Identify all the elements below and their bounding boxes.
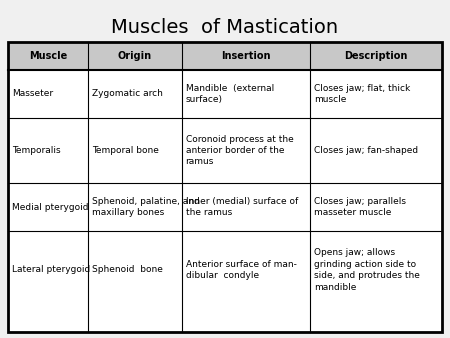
Text: Coronoid process at the
anterior border of the
ramus: Coronoid process at the anterior border … <box>185 135 293 166</box>
Text: Zygomatic arch: Zygomatic arch <box>92 90 163 98</box>
Text: Temporal bone: Temporal bone <box>92 146 159 155</box>
Text: Muscle: Muscle <box>29 51 67 61</box>
Text: Lateral pterygoid: Lateral pterygoid <box>12 266 90 274</box>
Text: Opens jaw; allows
grinding action side to
side, and protrudes the
mandible: Opens jaw; allows grinding action side t… <box>314 248 419 292</box>
Text: Sphenoid  bone: Sphenoid bone <box>92 266 163 274</box>
Bar <box>8 42 442 332</box>
Text: Closes jaw; parallels
masseter muscle: Closes jaw; parallels masseter muscle <box>314 197 405 217</box>
Text: Closes jaw; fan-shaped: Closes jaw; fan-shaped <box>314 146 418 155</box>
Text: Insertion: Insertion <box>221 51 270 61</box>
Text: Mandible  (external
surface): Mandible (external surface) <box>185 84 274 104</box>
Text: Medial pterygoid: Medial pterygoid <box>12 202 89 212</box>
Text: Closes jaw; flat, thick
muscle: Closes jaw; flat, thick muscle <box>314 84 410 104</box>
Text: Inner (medial) surface of
the ramus: Inner (medial) surface of the ramus <box>185 197 298 217</box>
Text: Anterior surface of man-
dibular  condyle: Anterior surface of man- dibular condyle <box>185 260 297 280</box>
Bar <box>8 42 442 70</box>
Text: Sphenoid, palatine, and
maxillary bones: Sphenoid, palatine, and maxillary bones <box>92 197 200 217</box>
Text: Temporalis: Temporalis <box>12 146 61 155</box>
Bar <box>8 42 442 332</box>
Text: Origin: Origin <box>118 51 152 61</box>
Text: Description: Description <box>344 51 408 61</box>
Text: Masseter: Masseter <box>12 90 53 98</box>
Text: Muscles  of Mastication: Muscles of Mastication <box>112 18 338 37</box>
